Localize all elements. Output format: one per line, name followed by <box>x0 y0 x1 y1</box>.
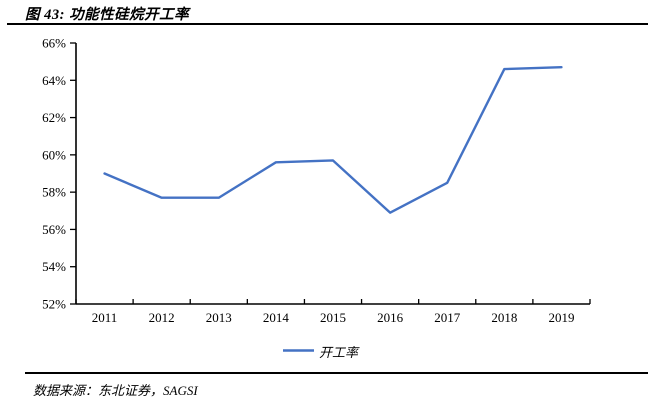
x-axis-label: 2012 <box>149 310 175 325</box>
source-note: 数据来源：东北证券，SAGSI <box>33 383 198 398</box>
y-axis-label: 60% <box>42 147 66 162</box>
y-axis-label: 52% <box>42 297 66 312</box>
x-axis-label: 2019 <box>548 310 574 325</box>
x-axis-label: 2018 <box>491 310 517 325</box>
x-axis-label: 2016 <box>377 310 404 325</box>
y-axis-label: 62% <box>42 110 66 125</box>
legend-label: 开工率 <box>319 345 360 360</box>
x-axis-label: 2011 <box>92 310 118 325</box>
y-axis-label: 54% <box>42 259 66 274</box>
source-divider <box>25 372 648 374</box>
y-axis-label: 58% <box>42 185 66 200</box>
x-axis-label: 2014 <box>263 310 290 325</box>
figure-title: 图 43: 功能性硅烷开工率 <box>25 7 190 23</box>
y-axis-label: 56% <box>42 222 66 237</box>
title-divider <box>7 23 648 25</box>
x-axis-label: 2017 <box>434 310 461 325</box>
x-axis-label: 2015 <box>320 310 346 325</box>
y-axis-label: 64% <box>42 73 66 88</box>
series-line <box>103 66 563 214</box>
x-axis-label: 2013 <box>206 310 232 325</box>
y-axis-label: 66% <box>42 36 66 51</box>
